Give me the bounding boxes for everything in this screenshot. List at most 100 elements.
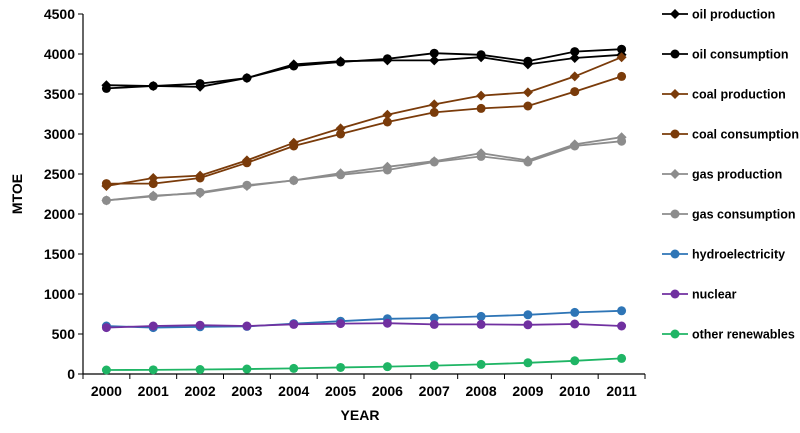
series-hydroelectricity [101,306,627,333]
legend-item-other-renewables: other renewables [662,328,795,342]
legend-item-coal-production: coal production [662,88,786,102]
data-point [382,318,392,328]
data-point [617,71,627,81]
data-point [570,356,580,366]
series-line-gas-production [106,136,622,202]
data-point [101,365,111,375]
x-tick-label: 2006 [372,383,403,399]
series-line-coal-production [106,56,622,187]
data-point [476,103,486,113]
legend-item-oil-consumption: oil consumption [662,48,789,62]
legend-marker [670,129,680,139]
data-point [101,83,111,93]
data-point [476,359,486,369]
data-point [476,319,486,329]
data-point [195,320,205,330]
data-point [476,151,486,161]
data-point [336,57,346,67]
series-nuclear [101,318,627,333]
legend-marker [670,289,680,299]
data-point [148,191,158,201]
data-point [242,158,252,168]
legend-marker [670,49,680,59]
data-point [617,306,627,316]
legend-marker [670,329,680,339]
x-tick-label: 2002 [185,383,216,399]
x-tick-label: 2011 [606,383,637,399]
data-point [429,55,440,66]
x-tick-label: 2008 [466,383,497,399]
x-axis-title: YEAR [341,407,380,423]
legend-item-gas-consumption: gas consumption [662,208,795,222]
data-point [429,319,439,329]
data-point [101,195,111,205]
data-point [148,365,158,375]
x-tick-label: 2000 [91,383,122,399]
data-point [617,44,627,54]
legend-label: oil consumption [692,48,789,62]
legend-label: gas consumption [692,208,795,222]
data-point [476,311,486,321]
data-point [570,47,580,57]
legend-marker [670,9,680,19]
series-other-renewables [101,353,627,375]
data-point [617,353,627,363]
legend-item-gas-production: gas production [662,168,782,182]
legend-label: coal production [692,88,786,102]
data-point [148,321,158,331]
data-point [336,170,346,180]
series-coal-consumption [101,71,627,189]
data-point [242,364,252,374]
data-point [195,365,205,375]
data-point [523,157,533,167]
data-point [617,321,627,331]
legend-item-nuclear: nuclear [662,288,737,302]
data-point [569,71,580,82]
legend-item-hydroelectricity: hydroelectricity [662,248,785,262]
data-point [570,307,580,317]
y-tick-label: 0 [67,366,75,382]
data-point [429,107,439,117]
data-point [476,90,487,101]
data-point [429,361,439,371]
data-point [289,141,299,151]
plot-area [101,44,627,375]
y-tick-label: 4500 [44,6,75,22]
x-tick-label: 2009 [512,383,543,399]
series-line-coal-consumption [106,75,622,185]
data-point [289,175,299,185]
data-point [289,363,299,373]
legend-marker [670,89,680,99]
data-point [382,362,392,372]
y-tick-label: 4000 [44,46,75,62]
data-point [101,323,111,333]
data-point [522,87,533,98]
data-point [523,310,533,320]
data-point [195,187,205,197]
data-point [569,53,580,63]
x-tick-label: 2010 [559,383,590,399]
data-point [523,320,533,330]
series-oil-consumption [101,44,627,93]
x-tick-label: 2001 [138,383,169,399]
data-point [570,141,580,151]
data-point [382,117,392,127]
data-point [617,136,627,146]
legend-label: oil production [692,8,775,22]
legend-label: other renewables [692,328,795,342]
y-axis-title: MTOE [9,174,25,214]
legend-label: nuclear [692,288,737,302]
data-point [289,61,299,71]
series-line-hydroelectricity [106,309,622,329]
y-tick-label: 1500 [44,246,75,262]
legend-item-oil-production: oil production [662,8,775,22]
data-point [148,179,158,189]
legend-marker [670,169,680,179]
data-point [382,109,393,120]
legend-label: gas production [692,168,782,182]
data-point [101,179,111,189]
data-point [523,358,533,368]
series-line-other-renewables [106,357,622,371]
data-point [429,313,439,323]
